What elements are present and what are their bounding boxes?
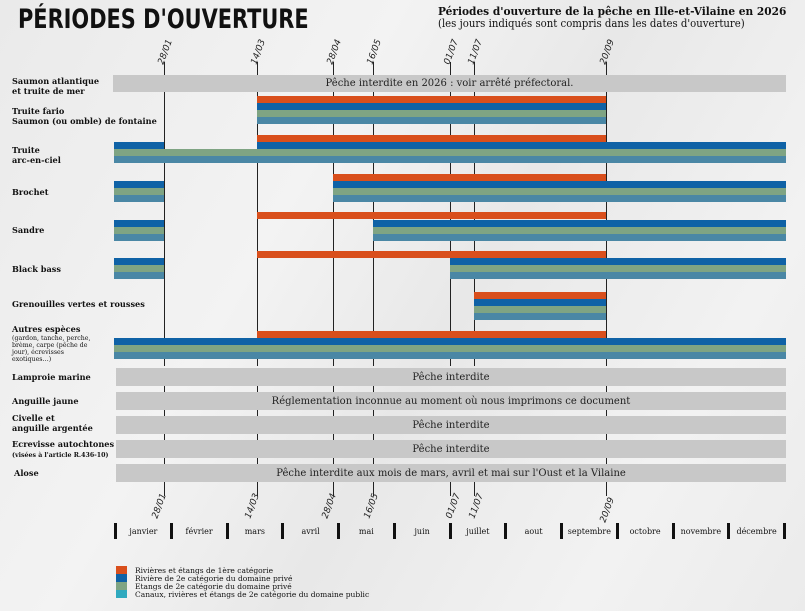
date-label-top: 28/04 (325, 38, 344, 66)
forbidden-band-alose: Pêche interdite aux mois de mars, avril … (116, 464, 786, 482)
date-label-bottom: 11/07 (467, 492, 486, 520)
month-label: aout (504, 523, 560, 539)
month-label: mai (337, 523, 393, 539)
marker-line-20-09 (606, 62, 607, 366)
legend-label: Rivière de 2e catégorie du domaine privé (135, 573, 293, 583)
legend-swatch (116, 590, 127, 598)
month-label: novembre (671, 523, 728, 539)
row-label-anguille-jaune: Anguille jaune (12, 397, 79, 407)
legend-swatch (116, 574, 127, 582)
row-label-alose: Alose (14, 469, 39, 479)
forbidden-band-civelle: Pêche interdite (116, 416, 786, 434)
date-label-bottom: 28/01 (150, 492, 169, 520)
row-label-saumon: Saumon atlantique et truite de mer (12, 77, 100, 97)
row-label-truite-fario: Truite fario Saumon (ou omble) de fontain… (12, 107, 157, 127)
forbidden-band-ecrevisse: Pêche interdite (116, 440, 786, 458)
date-label-bottom: 28/04 (320, 492, 339, 520)
date-label-top: 16/05 (365, 38, 384, 66)
date-label-bottom: 01/07 (444, 492, 463, 520)
month-label: avril (281, 523, 337, 539)
month-label: octobre (615, 523, 672, 539)
month-axis: janvier février mars avril mai juin juil… (114, 523, 786, 539)
date-label-bottom: 14/03 (243, 492, 262, 520)
forbidden-band-saumon: Pêche interdite en 2026 : voir arrêté pr… (113, 75, 786, 92)
date-label-top: 28/01 (156, 38, 175, 66)
legend-item-cat2-prive-riviere: Rivière de 2e catégorie du domaine privé (116, 573, 369, 583)
legend-label: Rivières et étangs de 1ère catégorie (135, 565, 274, 575)
row-label-lamproie: Lamproie marine (12, 373, 91, 383)
forbidden-band-anguille-jaune: Réglementation inconnue au moment où nou… (116, 392, 786, 410)
chart-note: (les jours indiqués sont compris dans le… (438, 17, 745, 30)
row-label-grenouilles: Grenouilles vertes et rousses (12, 300, 145, 310)
month-label: mars (225, 523, 282, 539)
forbidden-band-lamproie: Pêche interdite (116, 368, 786, 386)
legend-item-cat1: Rivières et étangs de 1ère catégorie (116, 565, 369, 575)
legend-item-cat2-public: Canaux, rivières et étangs de 2e catégor… (116, 589, 370, 599)
legend-swatch (116, 582, 127, 590)
row-label-black-bass: Black bass (12, 265, 61, 275)
month-label: décembre (727, 523, 786, 539)
row-label-autres-especes: Autres espèces (gardon, tanche, perche, b… (12, 325, 91, 363)
marker-line-28-01 (164, 62, 165, 366)
date-label-bottom: 20/09 (598, 496, 617, 524)
date-label-top: 20/09 (598, 38, 617, 66)
legend-swatch (116, 566, 127, 574)
chart-title: Périodes d'ouverture de la pêche en Ille… (438, 4, 787, 18)
date-label-top: 14/03 (249, 38, 268, 66)
legend-item-cat2-prive-etangs: Etangs de 2e catégorie du domaine privé (116, 581, 369, 591)
date-label-bottom: 16/05 (362, 492, 381, 520)
row-label-civelle: Civelle et anguille argentée (12, 414, 93, 434)
row-label-brochet: Brochet (12, 188, 49, 198)
row-label-sandre: Sandre (12, 226, 45, 236)
month-label: janvier (114, 523, 170, 539)
legend-label: Canaux, rivières et étangs de 2e catégor… (135, 589, 370, 599)
month-label: février (169, 523, 226, 539)
legend: Rivières et étangs de 1ère catégorie Riv… (116, 565, 370, 599)
date-label-top: 11/07 (466, 38, 485, 66)
row-label-ecrevisse: Ecrevisse autochtones (visées à l'article… (12, 440, 115, 459)
month-label: juillet (448, 523, 505, 539)
page-title: PÉRIODES D'OUVERTURE (18, 4, 309, 35)
row-label-truite-arc-en-ciel: Truite arc-en-ciel (12, 146, 61, 166)
month-label: juin (392, 523, 449, 539)
legend-label: Etangs de 2e catégorie du domaine privé (135, 581, 292, 591)
date-label-top: 01/07 (442, 38, 461, 66)
month-label: septembre (560, 523, 616, 539)
